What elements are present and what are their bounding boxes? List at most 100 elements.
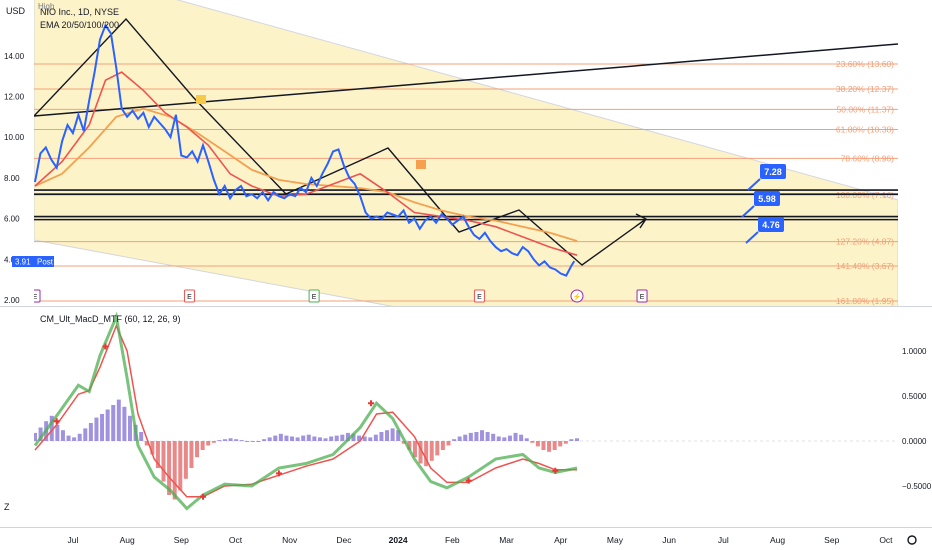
histogram-bar <box>323 438 328 441</box>
histogram-bar <box>250 441 255 442</box>
histogram-bar <box>295 437 300 441</box>
histogram-bar <box>373 434 378 441</box>
gear-icon[interactable] <box>907 535 917 545</box>
histogram-bar <box>122 406 127 441</box>
indicator-tick-label: −0.5000 <box>902 482 932 491</box>
histogram-bar <box>396 430 401 441</box>
earnings-marker[interactable] <box>30 289 41 303</box>
earnings-marker[interactable] <box>636 289 648 303</box>
histogram-bar <box>558 441 563 447</box>
histogram-bar <box>502 437 507 441</box>
histogram-bar <box>379 432 384 441</box>
histogram-bar <box>385 430 390 441</box>
histogram-bar <box>306 434 311 441</box>
event-markers[interactable]: E E E E ⚡ E <box>30 289 648 303</box>
price-tick-label: 14.00 <box>4 52 25 61</box>
histogram-bar <box>245 441 250 442</box>
time-tick-label: Aug <box>120 535 135 545</box>
symbol-legend: NIO Inc., 1D, NYSE <box>40 7 119 17</box>
histogram-bar <box>139 432 144 441</box>
indicator-pane[interactable] <box>33 311 898 511</box>
histogram-bar <box>435 441 440 456</box>
time-tick-label: Oct <box>879 535 893 545</box>
time-tick-label: Sep <box>824 535 839 545</box>
time-tick-label: Jul <box>718 535 729 545</box>
histogram-bar <box>211 441 216 443</box>
indicator-tick-label: 1.0000 <box>902 347 927 356</box>
histogram-bar <box>357 435 362 441</box>
histogram-bar <box>34 432 37 441</box>
histogram-bar <box>66 435 71 441</box>
histogram-bar <box>100 414 105 441</box>
histogram-bar <box>446 441 451 446</box>
histogram-bar <box>513 432 518 441</box>
time-tick-label: May <box>607 535 624 545</box>
histogram-bar <box>547 441 552 452</box>
histogram-bar <box>507 435 512 441</box>
histogram-bar <box>183 441 188 479</box>
earnings-marker-label: E <box>640 294 645 301</box>
earnings-marker[interactable] <box>473 289 485 303</box>
callout-box[interactable] <box>758 217 784 232</box>
fib-label: 100.00% (7.16) <box>836 190 894 200</box>
histogram-bar <box>161 441 166 482</box>
earnings-marker-label: E <box>477 294 482 301</box>
histogram-bar <box>83 428 88 441</box>
histogram-bar <box>195 441 200 458</box>
macd-line <box>34 311 578 511</box>
macd-histogram <box>34 399 579 500</box>
price-tag-box <box>12 256 34 267</box>
flag-marker <box>416 160 426 169</box>
histogram-bar <box>127 415 132 441</box>
histogram-bar <box>496 436 501 441</box>
fib-label: 127.20% (4.87) <box>836 237 894 247</box>
indicator-label: CM_Ult_MacD_MTF (60, 12, 26, 9) <box>40 314 181 324</box>
histogram-bar <box>55 424 60 441</box>
price-pane[interactable]: 23.60% (13.60) 38.20% (12.37) 50.00% (11.3… <box>30 0 898 400</box>
fib-label: 61.80% (10.38) <box>836 124 894 134</box>
time-tick-label: Jul <box>68 535 79 545</box>
price-tick-label: 6.00 <box>4 215 20 224</box>
descending-channel <box>34 0 898 306</box>
high-label: High <box>38 2 54 11</box>
histogram-bar <box>222 439 227 441</box>
price-callouts[interactable]: 7.28 5.98 4.76 <box>741 164 786 244</box>
histogram-bar <box>418 441 423 464</box>
histogram-bar <box>535 441 540 447</box>
callout-box[interactable] <box>760 164 786 179</box>
earnings-marker[interactable] <box>308 289 320 303</box>
histogram-bar <box>362 436 367 441</box>
callout-label[interactable]: 4.76 <box>762 220 780 230</box>
cross-marker <box>200 493 207 500</box>
time-axis: Jul Aug Sep Oct Nov Dec 2024 Feb Mar Apr May Jun Jul… <box>68 535 894 545</box>
histogram-bar <box>94 417 99 441</box>
time-tick-label: Nov <box>282 535 298 545</box>
histogram-bar <box>530 441 535 443</box>
callout-box[interactable] <box>754 191 780 206</box>
cross-marker <box>53 418 60 425</box>
time-tick-label: Mar <box>499 535 514 545</box>
earnings-marker[interactable] <box>183 289 195 303</box>
cross-marker <box>275 470 282 477</box>
callout-label[interactable]: 7.28 <box>764 167 782 177</box>
histogram-bar <box>38 427 43 441</box>
price-tick-label: 10.00 <box>4 133 25 142</box>
indicator-axis: 1.0000 0.5000 0.0000 −0.5000 <box>902 347 932 491</box>
dividend-marker[interactable] <box>570 289 584 303</box>
histogram-bar <box>72 437 77 441</box>
corner-mark: Z <box>4 502 10 512</box>
fib-label: 141.40% (3.67) <box>836 261 894 271</box>
settings-button[interactable] <box>907 535 917 545</box>
callout-label[interactable]: 5.98 <box>758 194 776 204</box>
histogram-bar <box>111 405 116 441</box>
histogram-bar <box>278 433 283 441</box>
earnings-marker-label: E <box>312 294 317 301</box>
histogram-bar <box>172 441 177 500</box>
histogram-bar <box>206 441 211 446</box>
time-tick-label: Oct <box>229 535 243 545</box>
histogram-bar <box>345 432 350 441</box>
histogram-bar <box>267 437 272 441</box>
histogram-bar <box>312 436 317 441</box>
projection-arrowhead <box>635 213 648 229</box>
